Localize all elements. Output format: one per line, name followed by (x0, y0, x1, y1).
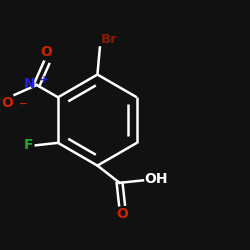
Text: N: N (24, 77, 36, 91)
Text: −: − (19, 99, 28, 109)
Text: OH: OH (144, 172, 168, 186)
Text: O: O (40, 45, 52, 59)
Text: +: + (40, 74, 48, 85)
Text: O: O (116, 208, 128, 222)
Text: Br: Br (101, 33, 118, 46)
Text: F: F (24, 138, 34, 152)
Text: O: O (2, 96, 13, 110)
